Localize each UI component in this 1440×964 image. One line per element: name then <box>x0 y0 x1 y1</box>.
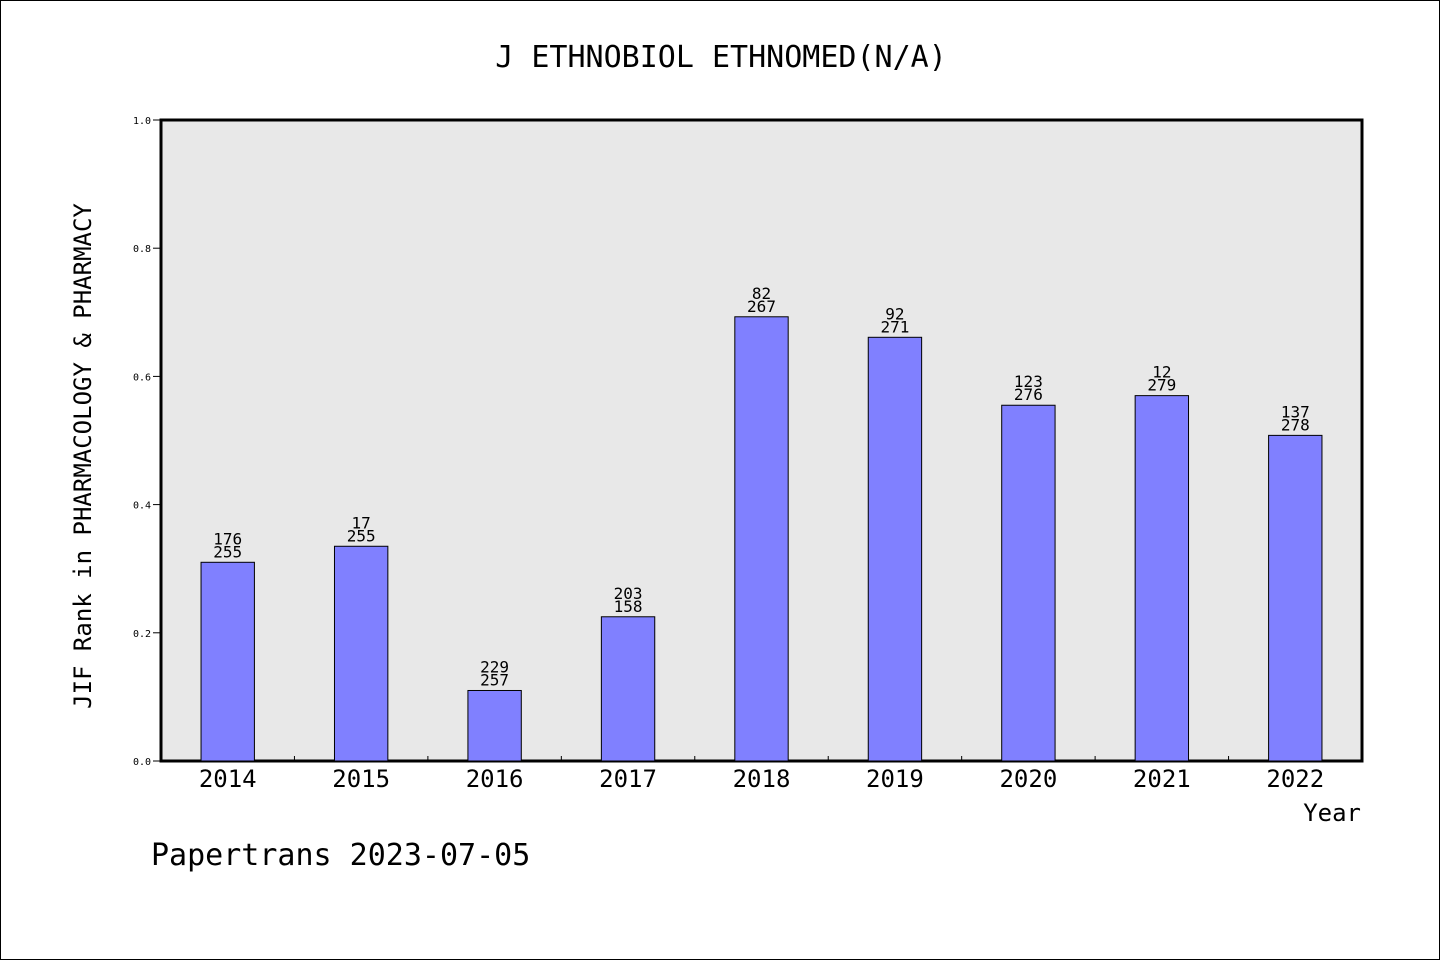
x-tick-label-2015: 2015 <box>332 765 390 793</box>
bar-2019 <box>867 336 923 762</box>
x-tick-label-2018: 2018 <box>733 765 791 793</box>
data-label-bottom-2020: 276 <box>1014 385 1043 404</box>
y-axis-label: JIF Rank in PHARMACOLOGY & PHARMACY <box>69 203 97 709</box>
bar-2018 <box>734 316 789 762</box>
data-label-top-2017: 203 <box>614 584 643 603</box>
y-tick-label-0: 0.0 <box>133 757 151 768</box>
bar-2017 <box>600 616 656 762</box>
y-tick-label-4: 0.8 <box>133 244 151 255</box>
y-axis: 0.0 0.2 0.4 0.6 0.8 1.0 <box>133 116 161 768</box>
data-label-top-2014: 176 <box>213 529 242 548</box>
data-label-top-2021: 12 <box>1152 363 1171 382</box>
data-label-bottom-2014: 255 <box>213 542 242 561</box>
footer-text: Papertrans 2023-07-05 <box>151 838 530 873</box>
x-axis: 2014 2015 2016 2017 2018 2019 2020 2021 2022 <box>199 756 1324 793</box>
data-label-bottom-2021: 279 <box>1147 376 1176 395</box>
bar-2021 <box>1134 395 1190 762</box>
x-tick-label-2019: 2019 <box>866 765 924 793</box>
x-tick-label-2021: 2021 <box>1133 765 1191 793</box>
data-label-bottom-2016: 257 <box>480 670 509 689</box>
data-label-bottom-2022: 278 <box>1281 415 1310 434</box>
bar-2020 <box>1001 404 1056 762</box>
y-tick-label-5: 1.0 <box>133 116 151 127</box>
data-label-bottom-2019: 271 <box>880 317 909 336</box>
x-tick-label-2016: 2016 <box>466 765 524 793</box>
data-label-bottom-2017: 158 <box>614 597 643 616</box>
bar-2015 <box>333 545 389 762</box>
x-tick-label-2017: 2017 <box>599 765 657 793</box>
data-label-bottom-2018: 267 <box>747 297 776 316</box>
y-tick-label-3: 0.6 <box>133 372 151 383</box>
y-tick-label-1: 0.2 <box>133 629 151 640</box>
x-tick-label-2022: 2022 <box>1266 765 1324 793</box>
x-axis-label: Year <box>1303 799 1361 827</box>
data-label-bottom-2015: 255 <box>347 526 376 545</box>
data-label-top-2020: 123 <box>1014 372 1043 391</box>
data-label-top-2018: 82 <box>752 284 771 303</box>
data-label-top-2015: 17 <box>352 513 371 532</box>
data-label-top-2019: 92 <box>885 304 904 323</box>
data-label-top-2022: 137 <box>1281 402 1310 421</box>
chart-title: J ETHNOBIOL ETHNOMED(N/A) <box>495 40 947 75</box>
y-tick-label-2: 0.4 <box>133 501 151 512</box>
bar-2022 <box>1268 434 1323 762</box>
bar-2014 <box>200 561 255 762</box>
x-tick-label-2020: 2020 <box>999 765 1057 793</box>
data-label-top-2016: 229 <box>480 657 509 676</box>
bar-2016 <box>467 689 522 762</box>
x-tick-label-2014: 2014 <box>199 765 257 793</box>
